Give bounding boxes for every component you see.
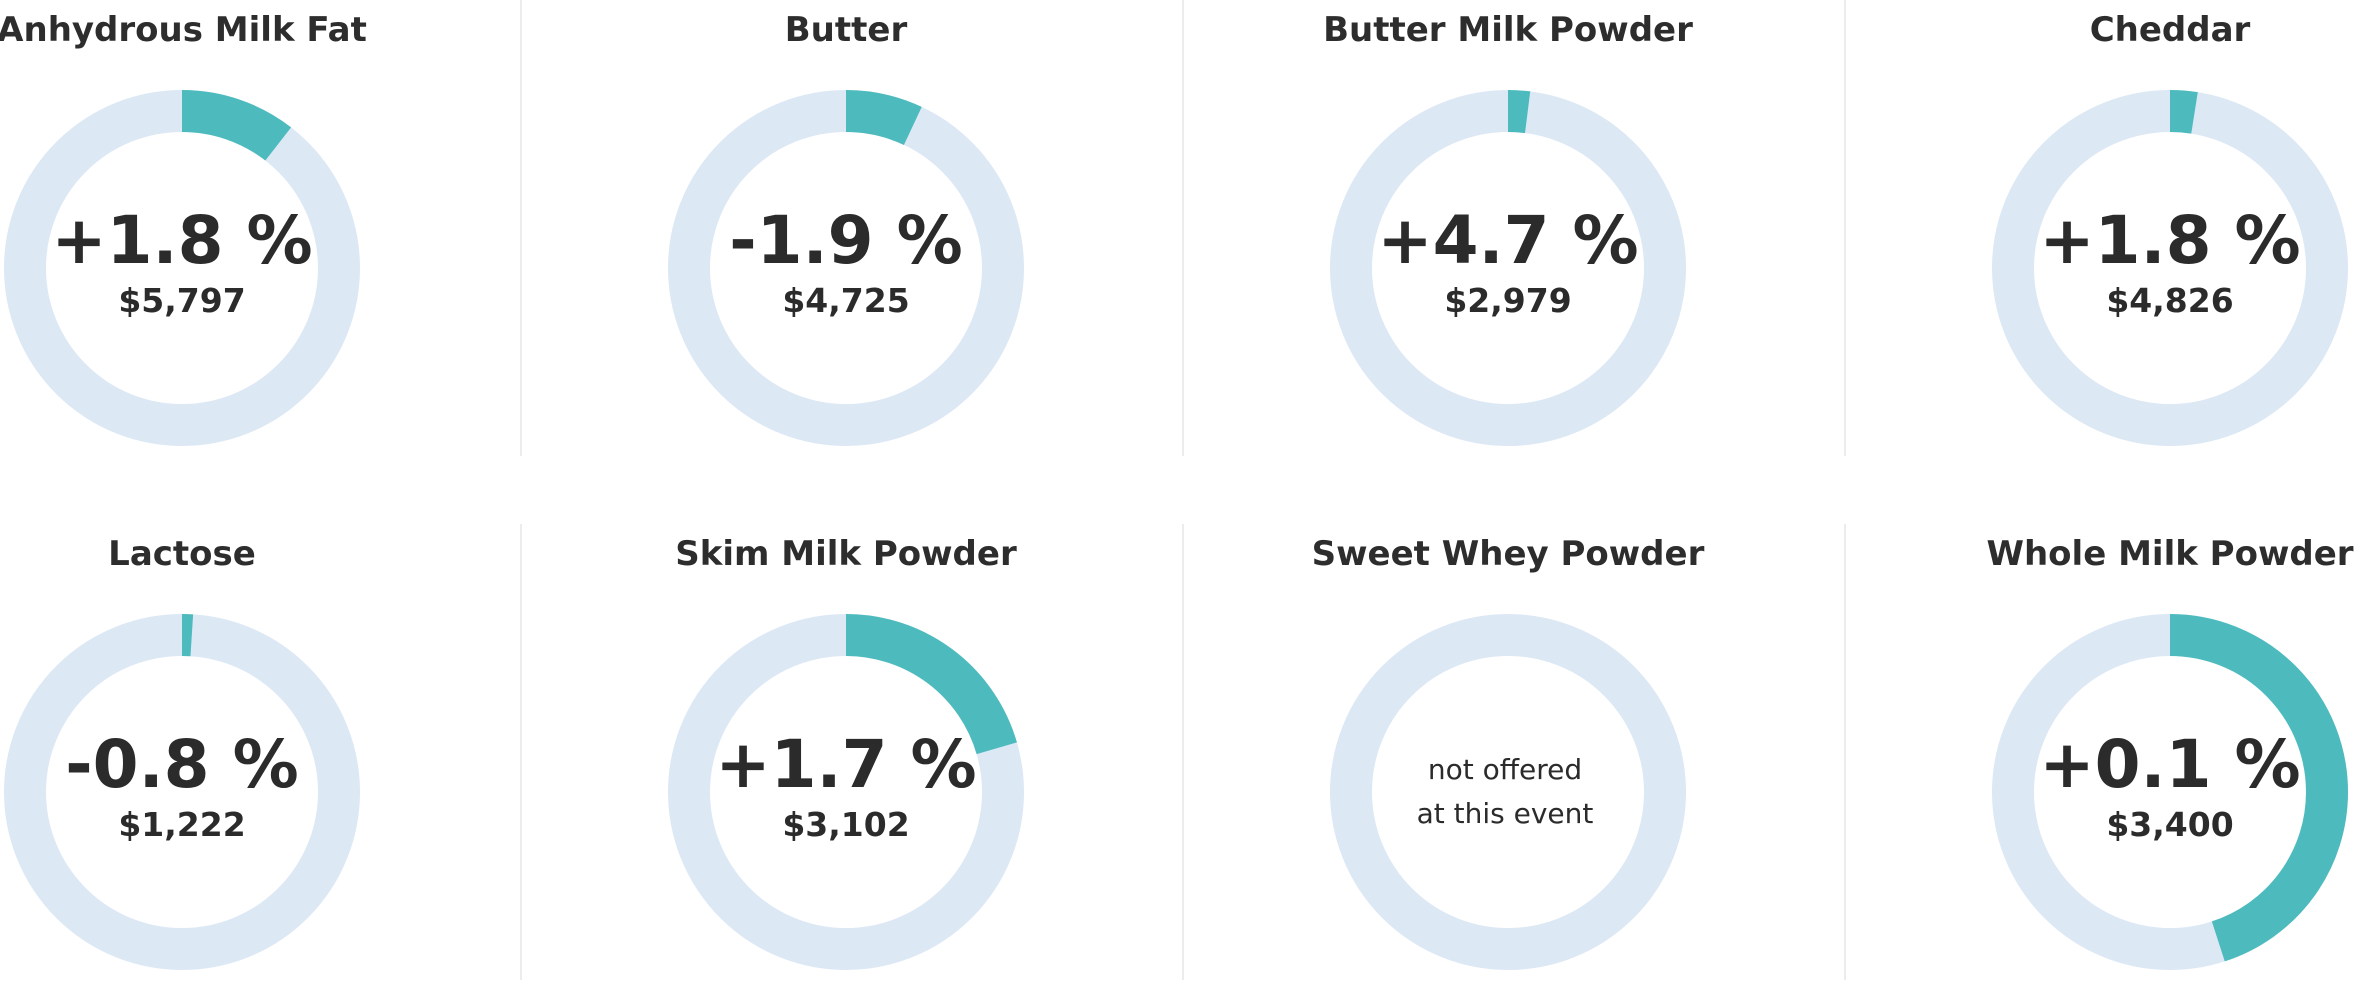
donut-center-label: +4.7 % $2,979 xyxy=(1330,90,1686,446)
donut-center-label: -1.9 % $4,725 xyxy=(668,90,1024,446)
column-divider xyxy=(1182,0,1184,456)
donut-center-label: +1.8 % $5,797 xyxy=(4,90,360,446)
product-card: Butter -1.9 % $4,725 xyxy=(520,0,1182,456)
donut-svg xyxy=(4,90,360,446)
price-change-percent: +4.7 % xyxy=(1377,202,1639,279)
price-change-percent: +1.8 % xyxy=(51,202,313,279)
product-card: Anhydrous Milk Fat +1.8 % $5,797 xyxy=(0,0,512,456)
donut-chart: +0.1 % $3,400 xyxy=(1992,614,2348,970)
price-value: $5,797 xyxy=(118,281,246,320)
product-title: Whole Milk Powder xyxy=(1986,534,2354,574)
donut-chart: +1.7 % $3,102 xyxy=(668,614,1024,970)
donut-value-arc xyxy=(4,614,360,970)
donut-chart: not offered at this event xyxy=(1330,614,1686,970)
product-title: Butter Milk Powder xyxy=(1323,10,1693,50)
product-title: Skim Milk Powder xyxy=(675,534,1017,574)
product-title: Anhydrous Milk Fat xyxy=(0,10,367,50)
price-change-percent: +1.8 % xyxy=(2039,202,2301,279)
product-title: Sweet Whey Powder xyxy=(1311,534,1705,574)
column-divider xyxy=(1844,524,1846,980)
donut-chart: +1.8 % $5,797 xyxy=(4,90,360,446)
not-offered-note-line1: not offered xyxy=(1427,753,1583,786)
column-divider xyxy=(520,0,522,456)
product-card: Cheddar +1.8 % $4,826 xyxy=(1844,0,2356,456)
product-card: Skim Milk Powder +1.7 % $3,102 xyxy=(520,524,1182,980)
donut-svg xyxy=(1992,90,2348,446)
price-value: $3,400 xyxy=(2106,805,2234,844)
donut-center-label: -0.8 % $1,222 xyxy=(4,614,360,970)
product-title: Cheddar xyxy=(2089,10,2251,50)
price-value: $1,222 xyxy=(118,805,246,844)
donut-svg xyxy=(4,614,360,970)
donut-center-label: +1.7 % $3,102 xyxy=(668,614,1024,970)
donut-svg xyxy=(1330,90,1686,446)
product-card: Butter Milk Powder +4.7 % $2,979 xyxy=(1182,0,1844,456)
price-change-percent: +0.1 % xyxy=(2039,726,2301,803)
donut-chart: -1.9 % $4,725 xyxy=(668,90,1024,446)
donut-value-arc xyxy=(668,90,1024,446)
product-card: Lactose -0.8 % $1,222 xyxy=(0,524,512,980)
price-value: $4,725 xyxy=(782,281,910,320)
not-offered-note-line2: at this event xyxy=(1416,797,1594,830)
donut-svg xyxy=(668,614,1024,970)
product-title: Lactose xyxy=(108,534,256,574)
donut-track xyxy=(1330,614,1686,970)
column-divider xyxy=(1182,524,1184,980)
product-card: Whole Milk Powder +0.1 % $3,400 xyxy=(1844,524,2356,980)
donut-chart: +1.8 % $4,826 xyxy=(1992,90,2348,446)
donut-center-label: +0.1 % $3,400 xyxy=(1992,614,2348,970)
price-change-percent: +1.7 % xyxy=(715,726,977,803)
donut-center-label: +1.8 % $4,826 xyxy=(1992,90,2348,446)
donut-value-arc xyxy=(1992,614,2348,970)
donut-value-arc xyxy=(4,90,360,446)
donut-chart: +4.7 % $2,979 xyxy=(1330,90,1686,446)
donut-svg xyxy=(1992,614,2348,970)
price-change-percent: -1.9 % xyxy=(729,202,963,279)
donut-value-arc xyxy=(668,614,1024,970)
donut-chart: -0.8 % $1,222 xyxy=(4,614,360,970)
price-value: $3,102 xyxy=(782,805,910,844)
donut-center-label: not offered at this event xyxy=(1330,614,1686,970)
product-title: Butter xyxy=(784,10,908,50)
column-divider xyxy=(1844,0,1846,456)
donut-value-arc xyxy=(1330,90,1686,446)
price-change-percent: -0.8 % xyxy=(65,726,299,803)
price-value: $4,826 xyxy=(2106,281,2234,320)
donut-value-arc xyxy=(1992,90,2348,446)
donut-svg xyxy=(668,90,1024,446)
price-value: $2,979 xyxy=(1444,281,1572,320)
donut-svg xyxy=(1330,614,1686,970)
column-divider xyxy=(520,524,522,980)
product-card: Sweet Whey Powder not offered at this even… xyxy=(1182,524,1844,980)
